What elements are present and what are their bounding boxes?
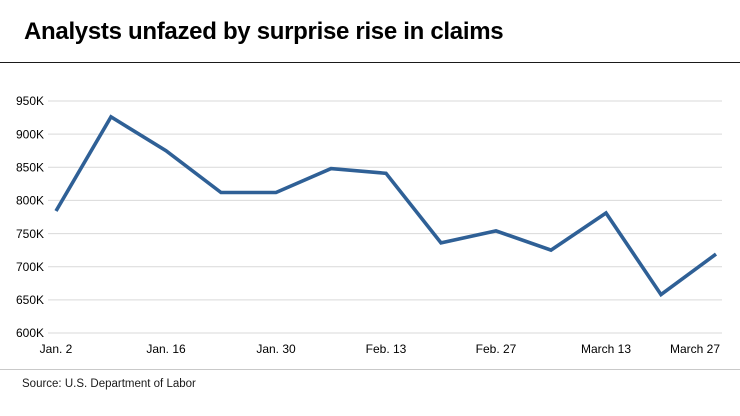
y-tick-label: 600K	[16, 326, 44, 340]
x-tick-label: March 27	[670, 342, 720, 356]
y-tick-label: 950K	[16, 94, 44, 108]
x-tick-label: Feb. 27	[476, 342, 517, 356]
x-tick-label: Feb. 13	[366, 342, 407, 356]
x-tick-label: March 13	[581, 342, 631, 356]
line-chart-svg: 600K 650K 700K 750K 800K 850K 900K 950K Jan. 2 Ja…	[16, 94, 722, 356]
chart-title: Analysts unfazed by surprise rise in cla…	[24, 18, 504, 45]
y-tick-label: 800K	[16, 194, 44, 208]
source-note: Source: U.S. Department of Labor	[22, 378, 196, 390]
claims-line	[54, 114, 718, 298]
y-tick-label: 900K	[16, 127, 44, 141]
y-tick-label: 850K	[16, 161, 44, 175]
x-tick-label: Jan. 30	[256, 342, 296, 356]
line-chart: 600K 650K 700K 750K 800K 850K 900K 950K Jan. 2 Ja…	[0, 70, 740, 366]
title-divider	[0, 62, 740, 63]
y-tick-label: 700K	[16, 260, 44, 274]
x-tick-label: Jan. 16	[146, 342, 186, 356]
y-tick-label: 750K	[16, 227, 44, 241]
y-tick-label: 650K	[16, 293, 44, 307]
footer-divider	[0, 369, 740, 370]
x-tick-label: Jan. 2	[40, 342, 73, 356]
